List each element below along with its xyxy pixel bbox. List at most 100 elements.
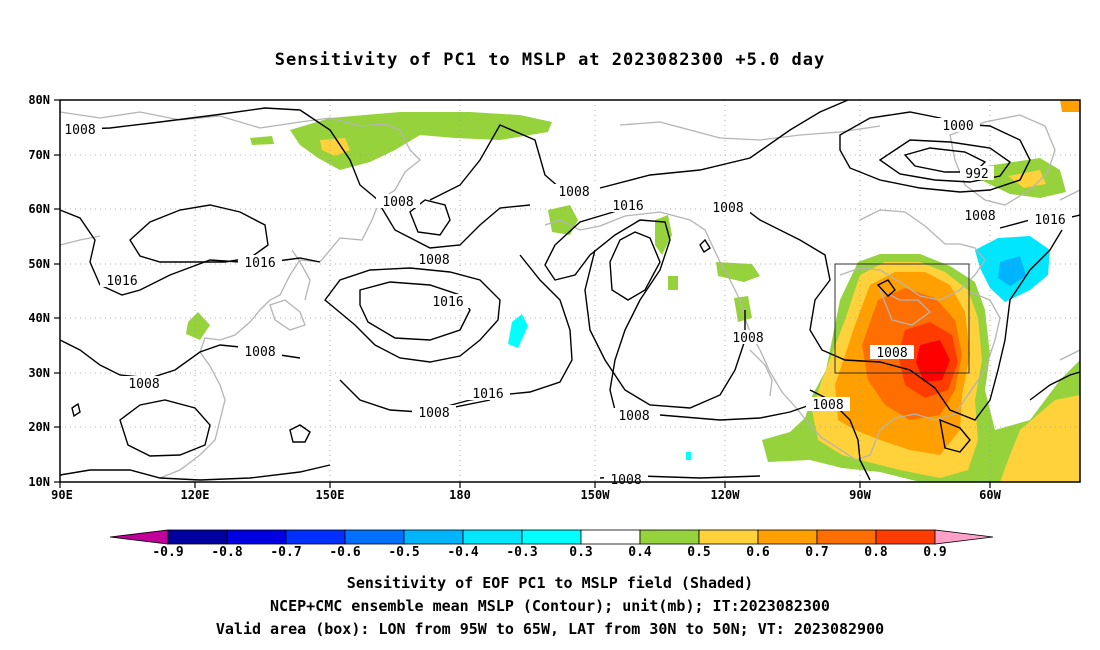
shade-area — [686, 452, 691, 460]
lat-label: 10N — [28, 475, 50, 489]
mslp-contour — [429, 124, 561, 201]
contour-label: 1008 — [732, 331, 763, 346]
caption-valid-area: Valid area (box): LON from 95W to 65W, L… — [215, 620, 885, 638]
axis-ticks — [54, 99, 991, 488]
lat-label: 40N — [28, 311, 50, 325]
contour-label: 1008 — [64, 123, 95, 138]
mslp-contour — [878, 139, 1011, 183]
shade-area — [548, 205, 578, 235]
colorbar-label: -0.8 — [211, 545, 242, 560]
colorbar-swatch — [521, 529, 582, 545]
contour-label: 1000 — [942, 119, 973, 134]
colorbar-swatch — [403, 529, 464, 545]
contour-label: 1008 — [712, 201, 743, 216]
mslp-contour — [379, 204, 531, 249]
shade-area — [716, 262, 760, 282]
colorbar-labels: -0.9 -0.8 -0.7 -0.6 -0.5 -0.4 -0.3 0.3 0… — [152, 545, 946, 560]
contour-labels: 1008 1000 992 1008 1016 1008 1016 1008 1… — [58, 118, 1072, 488]
mslp-contour — [609, 231, 661, 301]
shade-area — [998, 256, 1026, 286]
mslp-contour — [584, 249, 746, 409]
lon-label: 180 — [449, 488, 471, 502]
lon-label: 150W — [581, 488, 611, 502]
colorbar-swatch — [226, 529, 287, 545]
contour-label: 1008 — [418, 406, 449, 421]
contour-label: 1008 — [876, 346, 907, 361]
contour-label: 1016 — [432, 295, 463, 310]
colorbar-high-tip — [934, 529, 994, 545]
colorbar-low-tip — [109, 529, 169, 545]
colorbar-label: 0.5 — [687, 545, 710, 560]
caption-contour: NCEP+CMC ensemble mean MSLP (Contour); u… — [270, 597, 830, 615]
shade-area — [290, 112, 552, 170]
colorbar-label: 0.9 — [923, 545, 946, 560]
mslp-contour — [60, 464, 331, 481]
lat-label: 60N — [28, 202, 50, 216]
colorbar-label: 0.7 — [805, 545, 828, 560]
contour-label: 1008 — [418, 253, 449, 268]
mslp-contour — [119, 399, 211, 457]
colorbar-swatch — [462, 529, 523, 545]
colorbar-swatch — [757, 529, 818, 545]
colorbar-label: 0.6 — [746, 545, 770, 560]
contour-label: 1008 — [618, 409, 649, 424]
contour-label: 1016 — [244, 256, 275, 271]
mslp-contour — [659, 404, 811, 421]
colorbar-swatch — [875, 529, 936, 545]
lat-label: 50N — [28, 257, 50, 271]
mslp-contour — [699, 238, 711, 253]
colorbar-label: -0.3 — [506, 545, 537, 560]
caption-shading: Sensitivity of EOF PC1 to MSLP field (Sh… — [346, 574, 754, 592]
contour-label: 1008 — [558, 185, 589, 200]
mslp-contour — [544, 209, 671, 411]
contour-label: 992 — [965, 167, 988, 182]
contour-label: 1008 — [610, 473, 641, 488]
colorbar-label: 0.3 — [569, 545, 592, 560]
shade-area — [186, 312, 210, 340]
lon-label: 60W — [979, 488, 1001, 502]
mslp-contour — [939, 418, 971, 453]
mslp-contour — [839, 111, 1031, 193]
latitude-labels: 80N 70N 60N 50N 40N 30N 20N 10N — [28, 93, 50, 489]
colorbar-label: -0.6 — [329, 545, 360, 560]
map-title: Sensitivity of PC1 to MSLP at 2023082300… — [274, 50, 826, 70]
longitude-labels: 90E 120E 150E 180 150W 120W 90W 60W — [51, 488, 1001, 502]
valid-area-box — [834, 263, 970, 374]
colorbar-swatch — [285, 529, 346, 545]
mslp-contour — [71, 402, 81, 418]
lat-label: 20N — [28, 420, 50, 434]
contour-label: 1016 — [472, 387, 503, 402]
lat-label: 30N — [28, 366, 50, 380]
mslp-contour — [129, 204, 269, 263]
coastlines — [60, 111, 1080, 479]
shade-area — [655, 215, 672, 255]
mslp-contour — [359, 281, 471, 341]
lon-label: 90W — [849, 488, 871, 502]
lat-label: 70N — [28, 148, 50, 162]
colorbar-label: 0.4 — [628, 545, 652, 560]
contour-label: 1008 — [382, 195, 413, 210]
mslp-contour — [339, 379, 491, 413]
shade-area — [320, 138, 350, 156]
colorbar-swatch — [580, 529, 641, 545]
colorbar-swatch — [344, 529, 405, 545]
lon-label: 120E — [181, 488, 210, 502]
contour-label: 1016 — [106, 274, 137, 289]
shade-area — [508, 314, 528, 348]
mslp-contour — [324, 267, 501, 363]
lon-label: 90E — [51, 488, 73, 502]
colorbar-label: -0.5 — [388, 545, 419, 560]
colorbar-label: -0.9 — [152, 545, 183, 560]
colorbar-swatch — [698, 529, 759, 545]
mslp-contour — [739, 204, 1063, 421]
shade-area — [668, 276, 678, 290]
contour-label: 1008 — [812, 398, 843, 413]
mslp-contour — [60, 107, 379, 201]
colorbar-label: -0.7 — [270, 545, 301, 560]
contour-label: 1016 — [1034, 213, 1065, 228]
lon-label: 120W — [711, 488, 741, 502]
mslp-contour — [289, 424, 311, 443]
shade-area — [250, 136, 274, 145]
colorbar-swatch — [639, 529, 700, 545]
